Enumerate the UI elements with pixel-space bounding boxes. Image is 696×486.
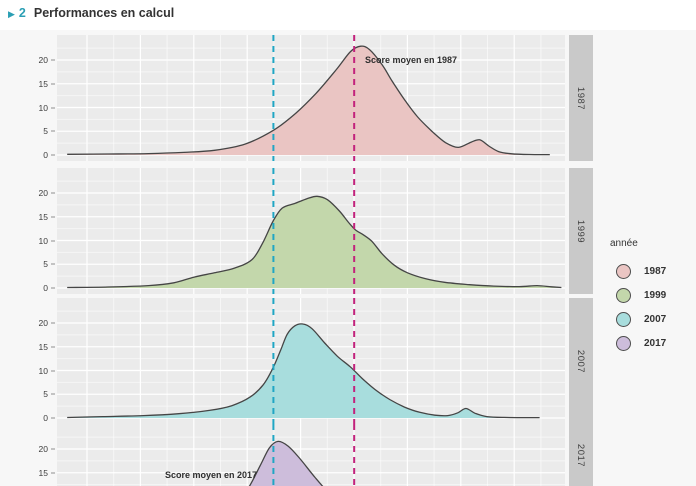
y-axis-tick-label: 5: [43, 259, 48, 270]
chart-legend: année 1987 1999 2007 2017: [610, 238, 666, 355]
facet-strip-label: 2007: [575, 349, 587, 373]
facet-strip-label: 1999: [575, 219, 587, 243]
y-axis-tick-label: 15: [38, 467, 48, 478]
y-axis-tick-label: 20: [38, 188, 48, 198]
facet-strip-1999: 1999: [569, 168, 593, 294]
y-axis-tick-mark: [51, 192, 55, 194]
section-number: 2: [18, 6, 26, 20]
density-outline-2017: [248, 440, 324, 486]
section-header[interactable]: ▶ 2 Performances en calcul: [8, 6, 174, 20]
y-axis-tick-label: 5: [43, 389, 48, 400]
y-axis-tick-mark: [51, 83, 55, 85]
facet-strip-1987: 1987: [569, 35, 593, 161]
facet-panel-1999: [57, 168, 565, 294]
y-axis-tick-mark: [51, 130, 55, 132]
facet-panel-2017: Score moyen en 2017: [57, 424, 565, 486]
legend-swatch-icon: [616, 335, 631, 351]
legend-title: année: [610, 238, 638, 249]
legend-entry-2007: 2007: [610, 307, 666, 331]
facet-panel-2007: [57, 298, 565, 424]
y-axis-tick-mark: [51, 107, 55, 108]
y-axis-tick-label: 0: [43, 150, 48, 160]
density-area-2017: [249, 441, 323, 486]
y-axis-tick-mark: [51, 59, 55, 61]
legend-label: 1999: [644, 289, 667, 301]
y-axis-tick-mark: [51, 322, 55, 324]
section-title: Performances en calcul: [33, 6, 175, 20]
annotation-2017: Score moyen en 2017: [165, 470, 258, 480]
facet-strip-label: 2017: [575, 443, 587, 467]
legend-entry-1999: 1999: [610, 283, 666, 307]
y-axis-tick-label: 20: [38, 318, 48, 328]
y-axis-tick-mark: [51, 346, 55, 348]
density-area-2007: [67, 323, 540, 418]
y-axis-tick-mark: [51, 287, 55, 289]
density-outline-1987: [67, 45, 550, 156]
legend-entry-2017: 2017: [610, 331, 666, 355]
y-axis-tick-label: 10: [38, 235, 48, 246]
density-plot-figure: année 1987 1999 2007 2017 Score moyen en 19…: [0, 30, 696, 486]
y-axis-tick-label: 5: [43, 126, 48, 137]
facet-strip-2017: 2017: [569, 424, 593, 486]
y-axis-tick-mark: [51, 216, 55, 218]
annotation-1987: Score moyen en 1987: [365, 55, 458, 65]
facet-panel-1987: Score moyen en 1987: [57, 35, 565, 161]
y-axis-tick-mark: [51, 240, 55, 241]
y-axis-tick-label: 20: [38, 444, 48, 454]
y-axis-tick-mark: [51, 448, 55, 450]
facet-strip-label: 1987: [575, 86, 587, 110]
facet-strip-2007: 2007: [569, 298, 593, 424]
y-axis-tick-label: 10: [38, 365, 48, 376]
y-axis-tick-label: 15: [38, 78, 48, 89]
density-outline-1999: [67, 195, 562, 289]
y-axis-tick-mark: [51, 417, 55, 419]
legend-label: 2007: [644, 313, 667, 325]
y-axis-tick-label: 15: [38, 211, 48, 222]
legend-label: 2017: [644, 337, 667, 349]
legend-swatch-icon: [616, 263, 631, 279]
y-axis-tick-label: 0: [43, 413, 48, 423]
legend-entry-1987: 1987: [610, 259, 666, 283]
y-axis-tick-mark: [51, 263, 55, 265]
y-axis-tick-mark: [51, 154, 55, 156]
density-area-1999: [67, 196, 562, 288]
y-axis-tick-mark: [51, 370, 55, 371]
y-axis-tick-label: 0: [43, 283, 48, 293]
legend-swatch-icon: [616, 287, 631, 303]
y-axis-tick-label: 10: [38, 102, 48, 113]
legend-label: 1987: [644, 265, 667, 277]
legend-swatch-icon: [616, 311, 631, 327]
y-axis-tick-label: 15: [38, 341, 48, 352]
y-axis-tick-mark: [51, 393, 55, 395]
section-collapse-icon: ▶: [8, 9, 15, 19]
y-axis-tick-mark: [51, 472, 55, 474]
density-area-1987: [67, 46, 550, 156]
y-axis-tick-label: 20: [38, 55, 48, 65]
density-outline-2007: [67, 323, 540, 419]
